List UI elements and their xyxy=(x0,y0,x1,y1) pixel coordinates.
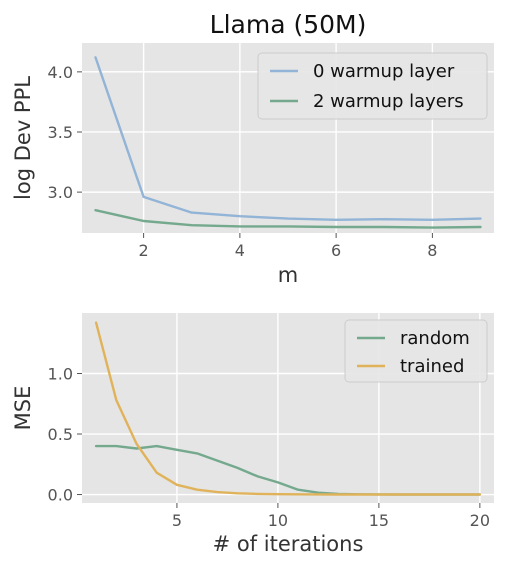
legend-label: random xyxy=(400,328,470,349)
x-tick-label: 2 xyxy=(139,241,149,260)
series-line-2-warmup-layers xyxy=(94,208,482,229)
chart-1: 2 4 6 8 3.0 3.5 4.0 Llama (50M) m log Dev PPL 0 wa… xyxy=(11,10,494,287)
y-tick-label: 0.0 xyxy=(48,486,73,505)
y-axis-label: MSE xyxy=(11,386,35,431)
series-line-trained xyxy=(94,321,482,496)
x-tick-label: 10 xyxy=(268,511,288,530)
x-axis-label: # of iterations xyxy=(213,532,364,556)
y-tick-label: 1.0 xyxy=(48,365,73,384)
x-axis-label: m xyxy=(278,263,298,287)
y-axis-label: log Dev PPL xyxy=(11,76,35,200)
x-tick-label: 4 xyxy=(235,241,245,260)
legend-box xyxy=(257,52,488,120)
y-tick-label: 0.5 xyxy=(48,425,73,444)
x-tick-label: 15 xyxy=(369,511,389,530)
chart-title: Llama (50M) xyxy=(210,10,367,39)
series-line-0-warmup-layer xyxy=(94,56,482,222)
x-tick-label: 20 xyxy=(470,511,490,530)
y-tick-label: 3.0 xyxy=(48,183,73,202)
x-tick-label: 8 xyxy=(427,241,437,260)
y-tick-label: 3.5 xyxy=(48,123,73,142)
y-tick-label: 4.0 xyxy=(48,63,73,82)
chart-2: 5 10 15 20 0.0 0.5 1.0 # of iterations MSE random… xyxy=(11,313,494,556)
x-tick-label: 5 xyxy=(172,511,182,530)
legend-label: 0 warmup layer xyxy=(313,61,455,82)
legend: 0 warmup layer 2 warmup layers xyxy=(257,52,488,120)
legend-label: 2 warmup layers xyxy=(313,91,464,112)
x-tick-label: 6 xyxy=(331,241,341,260)
legend-label: trained xyxy=(400,356,464,377)
legend: random trained xyxy=(344,319,488,383)
